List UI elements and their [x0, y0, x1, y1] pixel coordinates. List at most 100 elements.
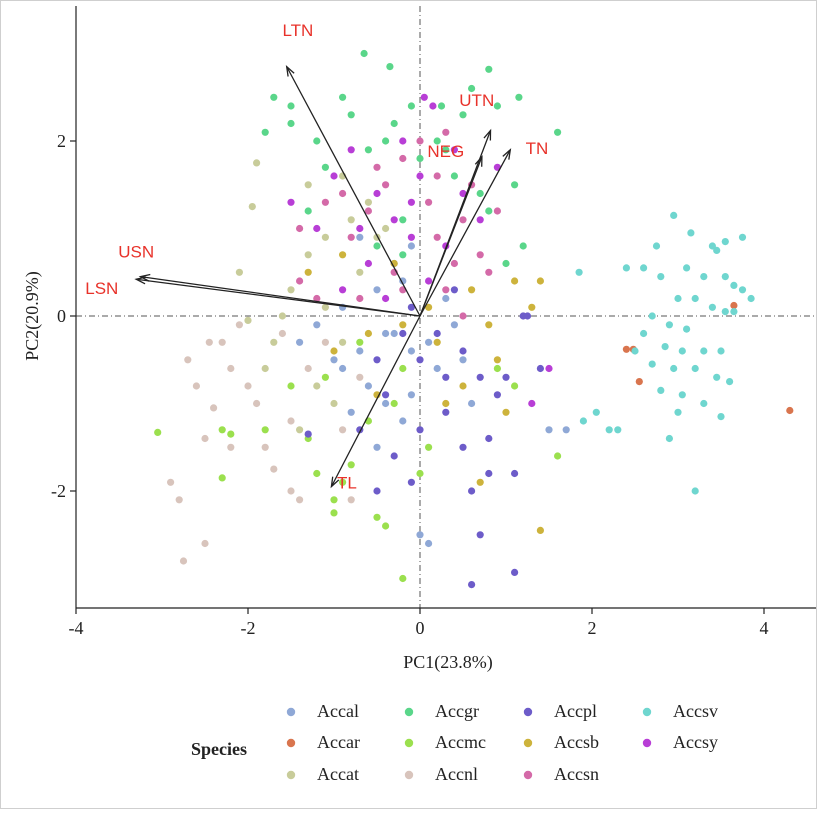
- data-point: [485, 434, 493, 443]
- data-point: [433, 364, 441, 373]
- data-point: [442, 399, 450, 408]
- axes: -4 -2 0 2 4 -2 0 2: [51, 6, 816, 638]
- data-point: [425, 303, 433, 311]
- legend-marker: [642, 707, 652, 717]
- data-point: [721, 308, 729, 316]
- data-point: [536, 277, 545, 285]
- data-point: [545, 426, 553, 434]
- loading-lsn: LSN: [85, 276, 421, 317]
- data-point: [386, 63, 394, 71]
- data-point: [390, 119, 398, 128]
- data-point: [485, 268, 493, 276]
- data-point: [373, 189, 381, 198]
- plot-area: [76, 6, 816, 608]
- data-point: [738, 233, 747, 241]
- legend-label: Accpl: [554, 701, 597, 721]
- data-point: [708, 303, 717, 311]
- x-tick-label: 4: [760, 618, 769, 638]
- data-point: [510, 382, 519, 390]
- data-point: [304, 251, 312, 259]
- data-point: [635, 378, 643, 386]
- data-point: [278, 312, 286, 320]
- legend-marker: [286, 738, 296, 748]
- data-point: [296, 224, 304, 233]
- data-point: [287, 102, 295, 110]
- data-point: [270, 465, 278, 473]
- data-point: [648, 312, 656, 320]
- data-point: [227, 443, 235, 451]
- series-accal: [296, 233, 570, 548]
- data-point: [433, 137, 441, 145]
- data-point: [528, 399, 536, 408]
- data-point: [205, 338, 213, 346]
- data-point: [433, 172, 441, 180]
- data-point: [244, 316, 252, 324]
- data-point: [296, 426, 304, 434]
- legend-marker: [642, 738, 652, 748]
- data-point: [674, 408, 682, 416]
- series-accnl: [167, 321, 364, 565]
- data-point: [485, 469, 493, 478]
- series-accat: [235, 159, 390, 434]
- data-point: [364, 329, 372, 338]
- legend-title: Species: [191, 739, 247, 759]
- legend-marker: [286, 770, 296, 780]
- data-point: [726, 378, 734, 386]
- data-point: [622, 264, 631, 272]
- legend-label: Accat: [317, 764, 359, 784]
- data-point: [730, 301, 738, 310]
- data-point: [536, 526, 545, 535]
- data-point: [416, 172, 424, 180]
- data-point: [730, 308, 738, 316]
- data-point: [356, 268, 364, 276]
- loading-tn: TN: [419, 139, 548, 317]
- data-point: [502, 259, 510, 268]
- arrow-head: [138, 273, 151, 282]
- data-point: [717, 347, 725, 355]
- data-point: [640, 329, 648, 338]
- data-point: [321, 303, 329, 311]
- data-point: [304, 268, 312, 276]
- data-point: [399, 364, 407, 373]
- data-point: [399, 216, 407, 224]
- series-accsv: [575, 211, 755, 495]
- data-point: [493, 391, 501, 399]
- arrow-shaft: [330, 315, 421, 487]
- loading-label: LTN: [282, 21, 313, 40]
- legend-marker: [523, 707, 533, 717]
- data-point: [459, 216, 467, 224]
- series-accgr: [261, 49, 562, 268]
- legend-marker: [523, 770, 533, 780]
- data-point: [304, 430, 312, 438]
- arrow-head: [474, 154, 483, 167]
- data-point: [364, 146, 372, 154]
- data-point: [476, 531, 484, 539]
- data-point: [747, 294, 755, 303]
- data-point: [476, 189, 484, 198]
- data-point: [554, 452, 562, 460]
- data-point: [459, 189, 467, 198]
- data-point: [476, 251, 484, 259]
- legend: Species AccalAccarAccatAccgrAccmcAccnlAc…: [191, 701, 718, 784]
- data-point: [442, 128, 450, 136]
- data-point: [476, 478, 484, 486]
- legend-item-accsb: Accsb: [523, 732, 599, 752]
- arrow-head: [330, 476, 340, 489]
- x-tick-label: -2: [241, 618, 256, 638]
- x-tick-label: 2: [588, 618, 597, 638]
- data-point: [192, 382, 200, 390]
- data-point: [493, 102, 501, 110]
- data-point: [347, 233, 355, 241]
- data-point: [347, 408, 355, 416]
- data-point: [313, 137, 321, 145]
- data-point: [485, 65, 493, 73]
- data-point: [425, 539, 433, 548]
- data-point: [287, 286, 295, 294]
- data-point: [691, 364, 699, 373]
- data-point: [287, 382, 295, 390]
- data-point: [687, 229, 695, 237]
- data-point: [235, 268, 243, 276]
- data-point: [321, 373, 329, 381]
- data-point: [786, 406, 794, 415]
- legend-item-accsy: Accsy: [642, 732, 718, 752]
